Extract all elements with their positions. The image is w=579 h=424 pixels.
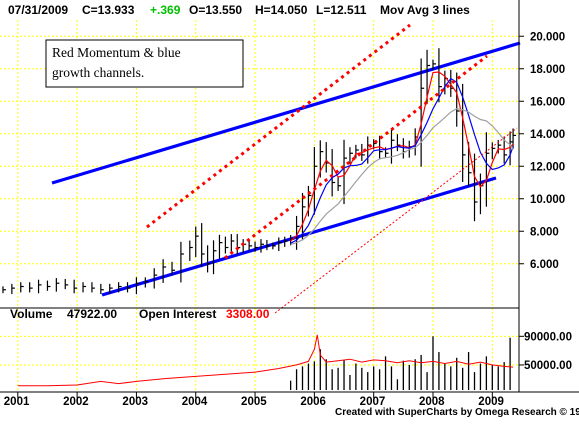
header-close: C=13.933: [82, 3, 135, 17]
open-interest-line: [17, 334, 514, 387]
header-date: 07/31/2009: [8, 3, 68, 17]
header-change: +.369: [150, 3, 181, 17]
header-study: Mov Avg 3 lines: [380, 3, 470, 17]
price-bars: [2, 48, 517, 295]
price-axis: 20.000 18.000 16.000 14.000 12.000 10.000 8.00…: [519, 31, 565, 271]
price-tick-label: 18.000: [530, 64, 565, 76]
growth-channels: [51, 41, 521, 297]
momentum-channels: [146, 23, 518, 314]
annotation-box: [45, 39, 244, 88]
volume-label: Volume: [10, 307, 53, 321]
volume-axis: 90000.00 50000.00: [519, 331, 572, 372]
volume-bars: [289, 336, 511, 390]
open-interest-path: [17, 334, 514, 387]
year-label: 2003: [122, 396, 148, 408]
year-label: 2008: [419, 396, 445, 408]
header-low: L=12.511: [316, 3, 367, 17]
price-tick-label: 14.000: [530, 129, 565, 141]
price-tick-label: 12.000: [530, 161, 565, 173]
volume-value: 47922.00: [67, 307, 117, 321]
annotation-line-2: growth channels.: [52, 65, 144, 80]
price-tick-label: 8.000: [530, 226, 559, 238]
open-interest-value: 3308.00: [226, 307, 270, 321]
annotation-line-1: Red Momentum & blue: [52, 45, 181, 60]
ma-mid-line: [290, 77, 514, 244]
red-momentum-lower: [224, 54, 488, 260]
year-label: 2004: [182, 396, 208, 408]
red-momentum-extension: [274, 127, 518, 314]
header-high: H=14.050: [255, 3, 308, 17]
year-label: 2007: [360, 396, 386, 408]
price-tick-label: 6.000: [530, 259, 559, 271]
blue-channel-upper: [51, 41, 521, 185]
time-axis: 2001 2002 2003 2004 2005 2006 2007 2008 2009: [4, 392, 504, 408]
volume-tick-label: 90000.00: [524, 331, 572, 343]
footer-credit: Created with SuperCharts by Omega Resear…: [335, 407, 579, 418]
year-label: 2001: [4, 396, 30, 408]
blue-channel-lower: [101, 176, 497, 297]
year-label: 2005: [241, 396, 267, 408]
moving-averages: [290, 71, 514, 245]
price-tick-label: 20.000: [530, 31, 565, 43]
ma-slow-line: [290, 107, 514, 245]
ma-fast-line: [290, 71, 514, 242]
volume-tick-label: 50000.00: [524, 360, 572, 372]
year-label: 2009: [478, 396, 504, 408]
price-tick-label: 16.000: [530, 96, 565, 108]
price-tick-label: 10.000: [530, 194, 565, 206]
year-label: 2002: [63, 396, 89, 408]
open-interest-label: Open Interest: [139, 307, 216, 321]
header-open: O=13.550: [189, 3, 242, 17]
year-label: 2006: [300, 396, 326, 408]
